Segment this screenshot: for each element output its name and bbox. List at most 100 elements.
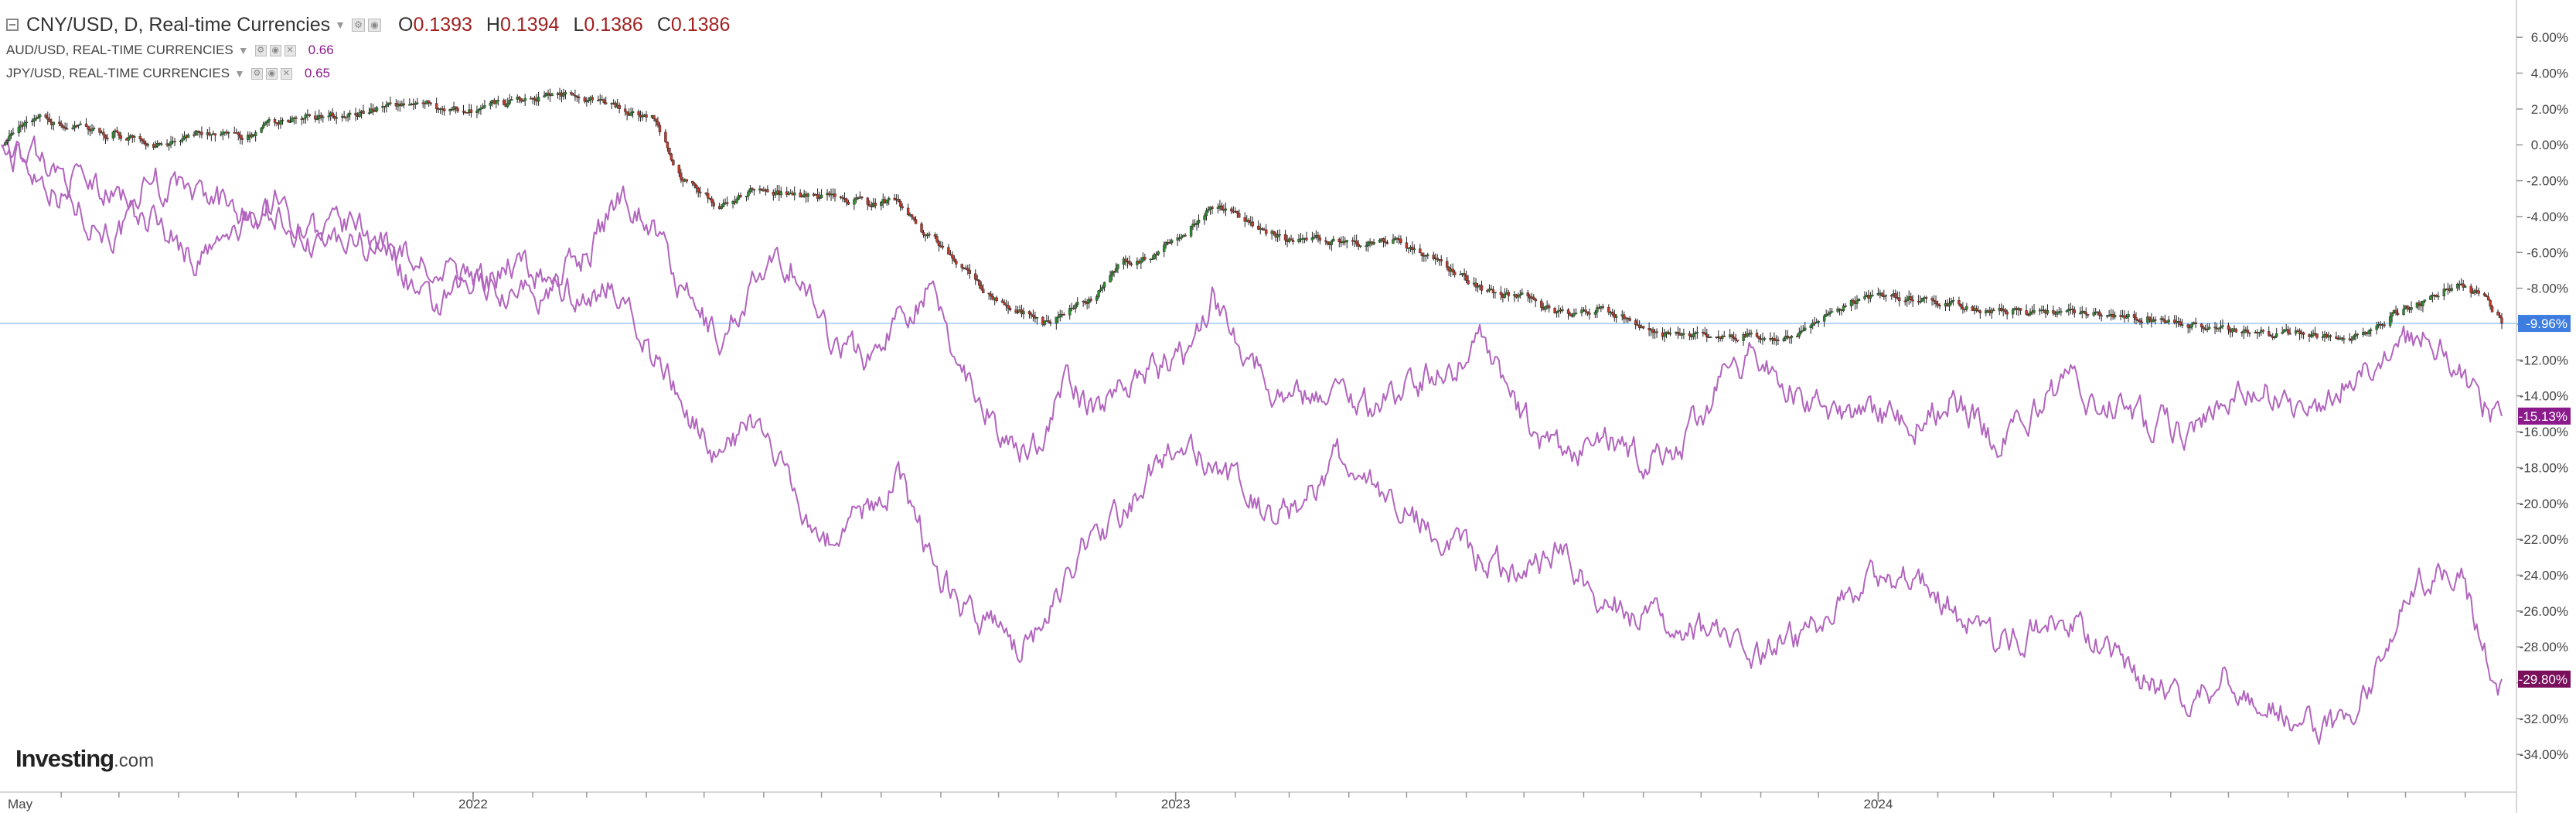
cny-candle[interactable] bbox=[1365, 241, 1368, 251]
cny-candle[interactable] bbox=[1151, 254, 1154, 260]
cny-candle[interactable] bbox=[874, 198, 877, 209]
cny-candle[interactable] bbox=[2011, 307, 2015, 319]
cny-candle[interactable] bbox=[2312, 329, 2315, 338]
cny-candle[interactable] bbox=[800, 194, 804, 198]
cny-candle[interactable] bbox=[2471, 288, 2475, 294]
cny-candle[interactable] bbox=[968, 263, 971, 279]
cny-candle[interactable] bbox=[1075, 297, 1079, 308]
cny-candle[interactable] bbox=[2246, 325, 2250, 337]
cny-candle[interactable] bbox=[935, 233, 939, 244]
cny-candle[interactable] bbox=[819, 189, 823, 199]
cny-candle[interactable] bbox=[2179, 318, 2182, 327]
cny-candle[interactable] bbox=[335, 111, 338, 125]
cny-candle[interactable] bbox=[1205, 207, 1208, 221]
cny-candle[interactable] bbox=[1445, 257, 1449, 271]
cny-candle[interactable] bbox=[152, 142, 155, 151]
cny-candle[interactable] bbox=[169, 135, 172, 149]
cny-candle[interactable] bbox=[1532, 294, 1535, 301]
cny-candle[interactable] bbox=[2056, 309, 2059, 318]
cny-candle[interactable] bbox=[578, 94, 581, 104]
cny-candle[interactable] bbox=[793, 186, 796, 201]
cny-candle[interactable] bbox=[260, 126, 263, 134]
cny-candle[interactable] bbox=[1305, 231, 1308, 242]
cny-candle[interactable] bbox=[302, 118, 305, 124]
cny-candle[interactable] bbox=[1804, 321, 1807, 332]
cny-candle[interactable] bbox=[2456, 282, 2459, 292]
cny-candle[interactable] bbox=[762, 186, 765, 192]
cny-candle[interactable] bbox=[141, 138, 144, 145]
cny-candle[interactable] bbox=[1705, 329, 1709, 343]
compare-jpy-label[interactable]: JPY/USD, REAL-TIME CURRENCIES bbox=[6, 66, 230, 80]
cny-candle[interactable] bbox=[543, 91, 546, 98]
cny-candle[interactable] bbox=[575, 94, 579, 102]
cny-candle[interactable] bbox=[479, 104, 482, 115]
jpy-usd-line[interactable] bbox=[1, 135, 2503, 745]
cny-candle[interactable] bbox=[752, 188, 756, 196]
cny-candle[interactable] bbox=[36, 114, 40, 119]
cny-candle[interactable] bbox=[618, 102, 621, 114]
cny-candle[interactable] bbox=[1628, 316, 1631, 322]
cny-candle[interactable] bbox=[1786, 330, 1790, 340]
cny-candle[interactable] bbox=[2269, 333, 2272, 337]
cny-candle[interactable] bbox=[725, 196, 729, 207]
cny-candle[interactable] bbox=[1184, 233, 1187, 237]
cny-candle[interactable] bbox=[213, 133, 217, 142]
cny-candle[interactable] bbox=[664, 129, 667, 143]
chevron-down-icon[interactable]: ▼ bbox=[335, 19, 346, 31]
cny-candle[interactable] bbox=[510, 96, 513, 101]
cny-candle[interactable] bbox=[1503, 288, 1507, 299]
cny-candle[interactable] bbox=[987, 292, 990, 300]
cny-candle[interactable] bbox=[1830, 307, 1834, 313]
cny-candle[interactable] bbox=[155, 140, 159, 149]
cny-candle[interactable] bbox=[833, 188, 837, 202]
cny-candle[interactable] bbox=[1494, 292, 1497, 299]
cny-candle[interactable] bbox=[574, 89, 577, 101]
cny-candle[interactable] bbox=[1297, 234, 1300, 244]
cny-candle[interactable] bbox=[2375, 321, 2378, 335]
cny-candle[interactable] bbox=[2125, 314, 2128, 319]
cny-candle[interactable] bbox=[2469, 283, 2472, 298]
cny-candle[interactable] bbox=[2107, 309, 2111, 317]
cny-candle[interactable] bbox=[1826, 310, 1830, 317]
cny-candle[interactable] bbox=[12, 128, 15, 135]
cny-candle[interactable] bbox=[1623, 311, 1626, 324]
cny-candle[interactable] bbox=[1153, 252, 1156, 260]
cny-candle[interactable] bbox=[1049, 319, 1052, 326]
cny-candle[interactable] bbox=[44, 112, 47, 119]
cny-candle[interactable] bbox=[1580, 306, 1583, 317]
cny-candle[interactable] bbox=[960, 263, 964, 272]
cny-candle[interactable] bbox=[1490, 285, 1493, 290]
cny-candle[interactable] bbox=[2450, 283, 2453, 292]
cny-candle[interactable] bbox=[2286, 326, 2290, 336]
cny-candle[interactable] bbox=[1746, 328, 1749, 338]
cny-candle[interactable] bbox=[506, 97, 509, 109]
cny-candle[interactable] bbox=[1797, 327, 1801, 339]
cny-candle[interactable] bbox=[2163, 314, 2167, 324]
cny-candle[interactable] bbox=[2498, 312, 2502, 319]
cny-candle[interactable] bbox=[2261, 329, 2264, 335]
cny-candle[interactable] bbox=[2257, 332, 2261, 337]
cny-candle[interactable] bbox=[254, 130, 257, 142]
cny-candle[interactable] bbox=[1555, 311, 1559, 318]
cny-candle[interactable] bbox=[1318, 234, 1322, 245]
cny-candle[interactable] bbox=[1243, 212, 1246, 227]
cny-candle[interactable] bbox=[220, 131, 223, 137]
cny-candle[interactable] bbox=[1291, 237, 1295, 245]
cny-candle[interactable] bbox=[1825, 309, 1828, 317]
cny-candle[interactable] bbox=[1959, 303, 1963, 310]
cny-candle[interactable] bbox=[1499, 285, 1503, 301]
visibility-icon[interactable]: ◉ bbox=[368, 18, 381, 32]
cny-candle[interactable] bbox=[456, 106, 459, 114]
cny-candle[interactable] bbox=[1022, 307, 1025, 319]
cny-candle[interactable] bbox=[806, 192, 809, 203]
cny-candle[interactable] bbox=[1586, 311, 1590, 316]
cny-candle[interactable] bbox=[2140, 317, 2144, 328]
cny-candle[interactable] bbox=[978, 279, 981, 289]
cny-candle[interactable] bbox=[414, 101, 417, 110]
cny-candle[interactable] bbox=[2348, 333, 2352, 342]
cny-candle[interactable] bbox=[291, 115, 294, 122]
cny-candle[interactable] bbox=[127, 132, 131, 146]
cny-candle[interactable] bbox=[2026, 313, 2030, 317]
cny-candle[interactable] bbox=[1426, 252, 1429, 259]
